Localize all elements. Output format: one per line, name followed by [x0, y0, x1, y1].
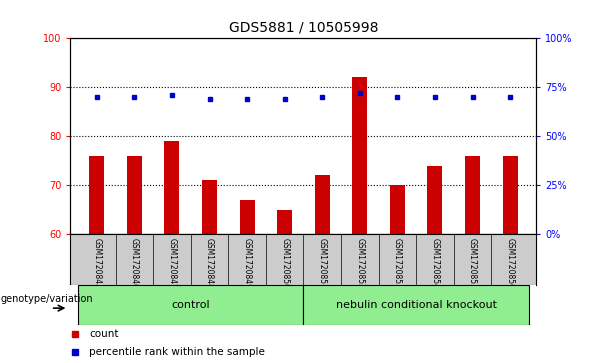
Bar [277, 209, 292, 234]
Text: GSM1720846: GSM1720846 [130, 238, 139, 289]
Text: genotype/variation: genotype/variation [1, 294, 93, 304]
Bar [164, 141, 180, 234]
Text: control: control [172, 300, 210, 310]
Text: GSM1720849: GSM1720849 [243, 238, 251, 289]
Text: GSM1720853: GSM1720853 [393, 238, 402, 289]
Text: count: count [89, 329, 119, 339]
Bar [352, 77, 367, 234]
Bar [202, 180, 217, 234]
Bar [78, 285, 303, 325]
Bar [303, 285, 529, 325]
Bar [465, 156, 480, 234]
Text: GSM1720855: GSM1720855 [468, 238, 477, 289]
Text: GSM1720851: GSM1720851 [318, 238, 327, 289]
Title: GDS5881 / 10505998: GDS5881 / 10505998 [229, 20, 378, 34]
Bar [503, 156, 517, 234]
Text: GSM1720848: GSM1720848 [205, 238, 214, 289]
Bar [127, 156, 142, 234]
Text: GSM1720845: GSM1720845 [93, 238, 101, 289]
Text: GSM1720854: GSM1720854 [430, 238, 440, 289]
Bar [240, 200, 254, 234]
Bar [89, 156, 104, 234]
Bar [390, 185, 405, 234]
Text: GSM1720852: GSM1720852 [356, 238, 364, 289]
Text: GSM1720847: GSM1720847 [167, 238, 177, 289]
Bar [427, 166, 443, 234]
Text: GSM1720850: GSM1720850 [280, 238, 289, 289]
Bar [314, 175, 330, 234]
Text: percentile rank within the sample: percentile rank within the sample [89, 347, 265, 358]
Text: GSM1720856: GSM1720856 [506, 238, 514, 289]
Text: nebulin conditional knockout: nebulin conditional knockout [336, 300, 497, 310]
